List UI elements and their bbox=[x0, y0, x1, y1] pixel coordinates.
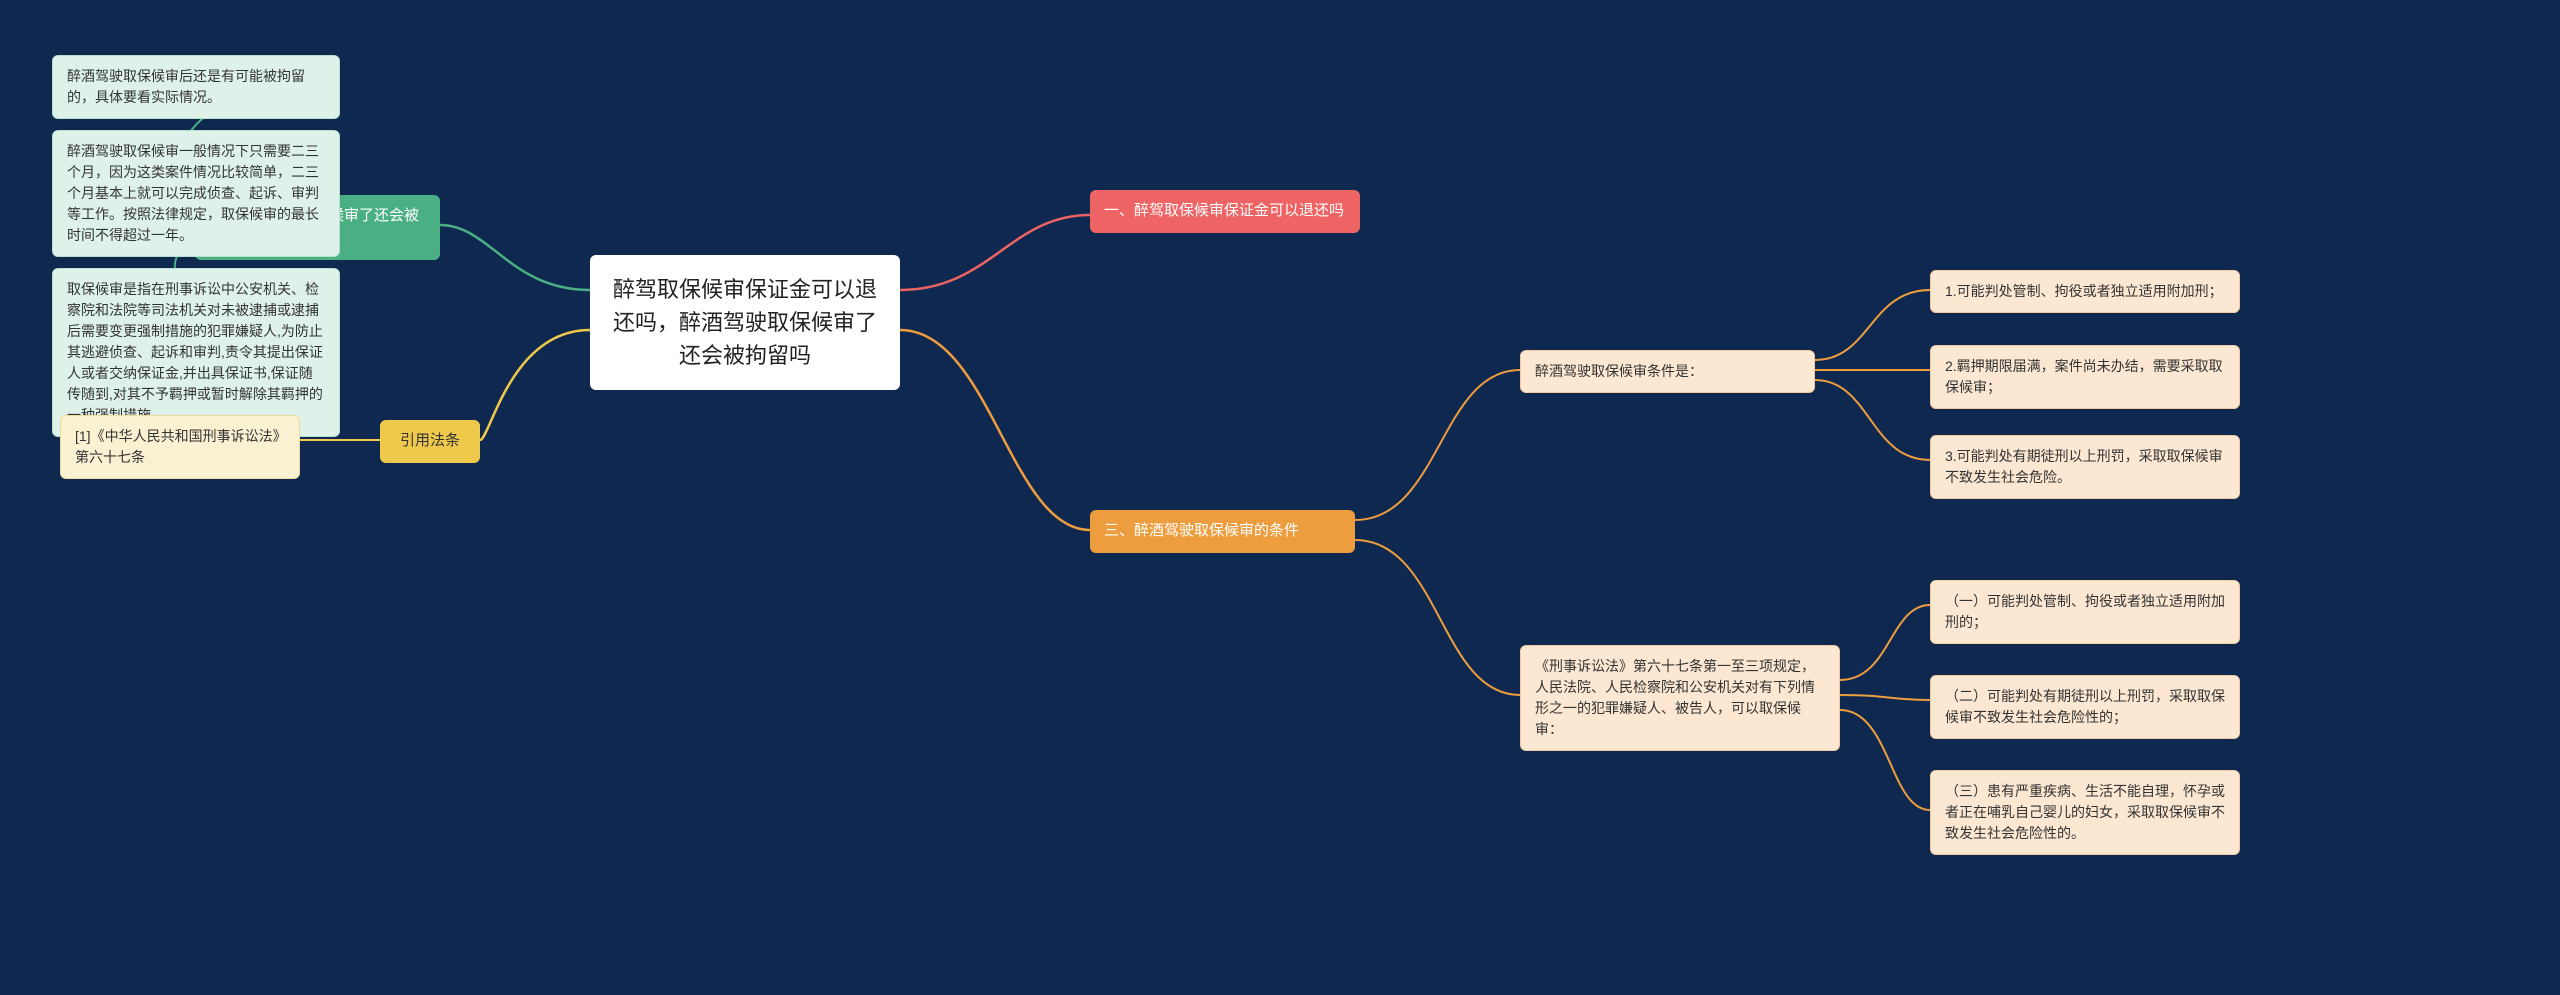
leaf-condition-2[interactable]: 2.羁押期限届满，案件尚未办结，需要采取取保候审； bbox=[1930, 345, 2240, 409]
root-node[interactable]: 醉驾取保候审保证金可以退还吗，醉酒驾驶取保候审了还会被拘留吗 bbox=[590, 255, 900, 390]
branch-section-1[interactable]: 一、醉驾取保候审保证金可以退还吗 bbox=[1090, 190, 1360, 233]
leaf-citation-1[interactable]: [1]《中华人民共和国刑事诉讼法》第六十七条 bbox=[60, 415, 300, 479]
leaf-detention-3[interactable]: 取保候审是指在刑事诉讼中公安机关、检察院和法院等司法机关对未被逮捕或逮捕后需要变… bbox=[52, 268, 340, 437]
leaf-detention-1[interactable]: 醉酒驾驶取保候审后还是有可能被拘留的，具体要看实际情况。 bbox=[52, 55, 340, 119]
branch-section-3[interactable]: 三、醉酒驾驶取保候审的条件 bbox=[1090, 510, 1355, 553]
leaf-law-item-3[interactable]: （三）患有严重疾病、生活不能自理，怀孕或者正在哺乳自己婴儿的妇女，采取取保候审不… bbox=[1930, 770, 2240, 855]
leaf-law-item-1[interactable]: （一）可能判处管制、拘役或者独立适用附加刑的； bbox=[1930, 580, 2240, 644]
subnode-conditions-intro[interactable]: 醉酒驾驶取保候审条件是： bbox=[1520, 350, 1815, 393]
branch-citations[interactable]: 引用法条 bbox=[380, 420, 480, 463]
leaf-condition-1[interactable]: 1.可能判处管制、拘役或者独立适用附加刑； bbox=[1930, 270, 2240, 313]
leaf-condition-3[interactable]: 3.可能判处有期徒刑以上刑罚，采取取保候审不致发生社会危险。 bbox=[1930, 435, 2240, 499]
leaf-detention-2[interactable]: 醉酒驾驶取保候审一般情况下只需要二三个月，因为这类案件情况比较简单，二三个月基本… bbox=[52, 130, 340, 257]
subnode-law-67[interactable]: 《刑事诉讼法》第六十七条第一至三项规定，人民法院、人民检察院和公安机关对有下列情… bbox=[1520, 645, 1840, 751]
leaf-law-item-2[interactable]: （二）可能判处有期徒刑以上刑罚，采取取保候审不致发生社会危险性的； bbox=[1930, 675, 2240, 739]
